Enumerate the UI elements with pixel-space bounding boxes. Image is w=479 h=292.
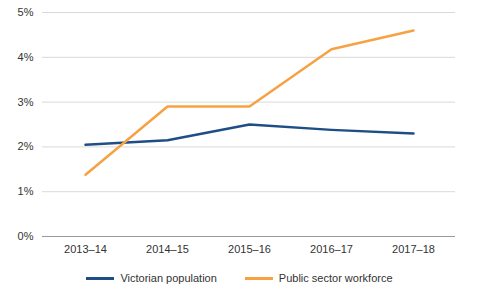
svg-text:2013–14: 2013–14 — [64, 243, 107, 255]
svg-text:1%: 1% — [18, 185, 34, 197]
html-text:Victorian population: Victorian population — [120, 272, 217, 284]
svg-text:2%: 2% — [18, 140, 34, 152]
html-text:Public sector workforce: Public sector workforce — [278, 272, 393, 284]
svg-text:2017–18: 2017–18 — [392, 243, 435, 255]
svg-text:5%: 5% — [18, 6, 34, 18]
svg-text:2015–16: 2015–16 — [228, 243, 271, 255]
svg-text:4%: 4% — [18, 51, 34, 63]
svg-text:3%: 3% — [18, 96, 34, 108]
svg-text:0%: 0% — [18, 230, 34, 242]
svg-text:2014–15: 2014–15 — [146, 243, 189, 255]
svg-text:2016–17: 2016–17 — [310, 243, 353, 255]
